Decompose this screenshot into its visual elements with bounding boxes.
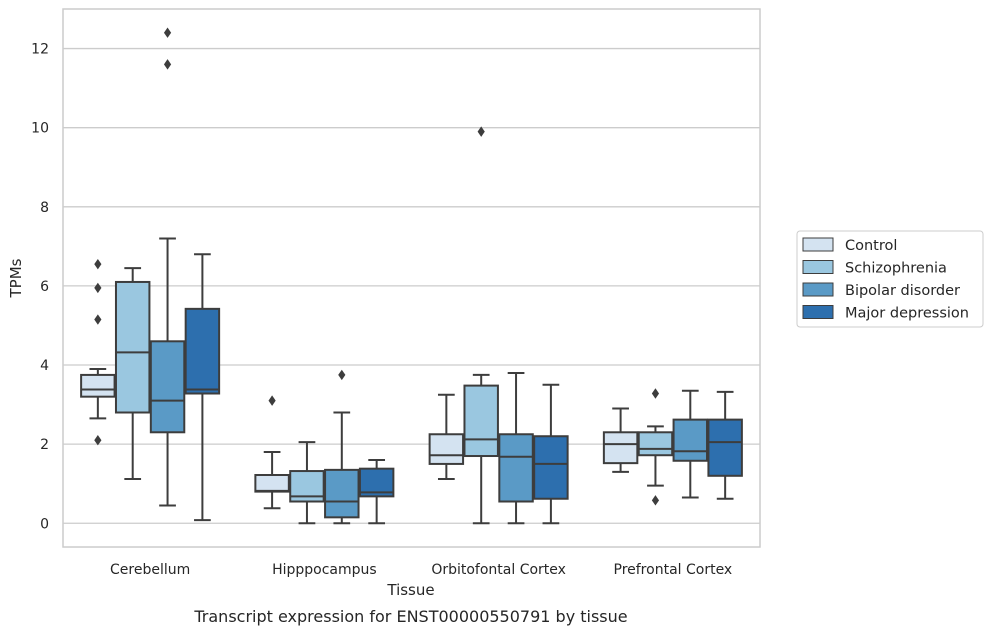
outlier-point [163,59,172,70]
y-axis-title: TPMs [7,258,25,298]
x-tick-label: Orbitofontal Cortex [431,562,566,578]
box-schizophrenia [637,388,674,506]
box-series [80,27,743,525]
outlier-point [94,282,102,294]
plot-area-frame [62,8,761,548]
iqr-box [80,373,116,398]
x-tick-label: Hipppocampus [272,562,377,578]
outlier-point [94,258,102,270]
y-tick-label: 10 [31,121,49,137]
legend-swatch [802,237,834,252]
legend-swatch [802,282,834,297]
iqr-box [324,468,360,519]
legend-frame [796,230,984,328]
legend-label: Control [845,238,897,254]
box-control [428,393,465,480]
outlier-point [651,388,660,399]
x-axis-title: Tissue [386,581,434,599]
box-schizophrenia [289,441,325,525]
iqr-box [463,384,499,458]
legend-label: Schizophrenia [845,261,947,277]
legend-swatch [802,260,834,274]
iqr-box [672,418,709,462]
y-tick-label: 0 [40,516,49,532]
box-control [602,407,639,473]
iqr-box [254,474,290,493]
x-tick-labels: Cerebellum Hipppocampus Orbitofontal Corte… [110,562,732,578]
legend: Control Schizophrenia Bipolar disorder Majo… [796,230,984,328]
legend-swatch [802,305,834,319]
box-schizophrenia [463,126,499,525]
y-tick-label: 2 [40,437,49,453]
box-major-depression [184,253,221,522]
outlier-point [163,27,172,38]
outlier-point [338,369,346,381]
iqr-box [114,280,151,414]
box-bipolar-disorder [498,371,534,525]
outlier-point [477,126,485,137]
figure-caption: Transcript expression for ENST0000055079… [193,607,627,626]
y-tick-label: 12 [31,42,49,58]
outlier-point [94,314,102,325]
iqr-box [149,340,186,434]
y-tick-label: 4 [40,358,49,374]
outlier-point [651,495,660,506]
box-major-depression [533,383,569,525]
box-schizophrenia [114,267,151,480]
iqr-box [498,433,534,503]
iqr-box [533,435,569,500]
box-control [254,395,290,510]
box-bipolar-disorder [149,27,186,507]
x-tick-label: Prefrontal Cortex [614,562,733,578]
box-major-depression [707,390,743,500]
box-control [80,258,116,446]
legend-label: Bipolar disorder [845,283,960,299]
legend-label: Major depression [845,306,969,322]
x-tick-label: Cerebellum [110,562,190,578]
box-bipolar-disorder [324,369,360,525]
iqr-box [184,307,221,395]
y-tick-label: 8 [40,200,49,216]
iqr-box [637,431,674,457]
iqr-box [358,467,395,498]
iqr-box [707,418,743,477]
outlier-point [268,395,276,406]
iqr-box [602,431,639,465]
y-tick-labels: 0 2 4 6 8 10 12 [31,42,49,533]
y-tick-label: 6 [40,279,49,295]
box-bipolar-disorder [672,389,709,499]
outlier-point [94,434,102,446]
plot-area-background [63,9,760,547]
box-major-depression [358,458,395,525]
iqr-box [428,433,465,465]
